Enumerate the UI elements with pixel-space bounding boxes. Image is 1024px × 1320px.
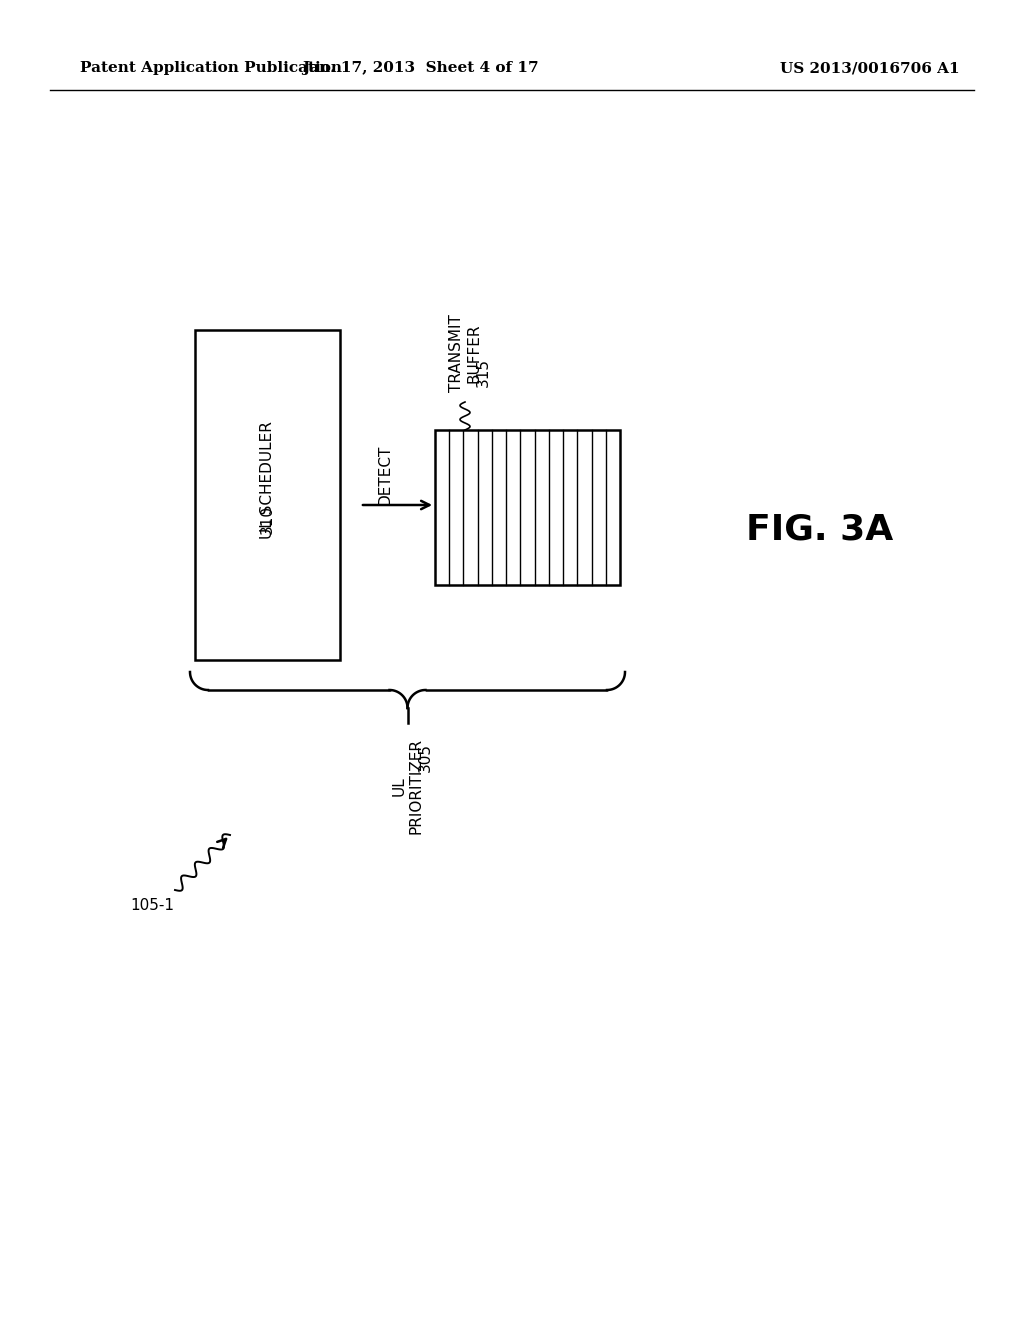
Text: DETECT: DETECT	[378, 445, 392, 506]
Text: Jan. 17, 2013  Sheet 4 of 17: Jan. 17, 2013 Sheet 4 of 17	[302, 61, 539, 75]
Text: TRANSMIT
BUFFER: TRANSMIT BUFFER	[449, 314, 481, 392]
Text: 310: 310	[260, 506, 275, 535]
Text: UL
PRIORITIZER: UL PRIORITIZER	[391, 738, 424, 834]
Text: UL SCHEDULER: UL SCHEDULER	[260, 421, 275, 539]
Text: FIG. 3A: FIG. 3A	[746, 513, 894, 546]
Text: Patent Application Publication: Patent Application Publication	[80, 61, 342, 75]
Bar	[195, 330, 340, 660]
Text: 315: 315	[475, 358, 490, 387]
Text: 305: 305	[418, 743, 433, 772]
Bar	[435, 430, 620, 585]
Text: 105-1: 105-1	[130, 898, 174, 912]
Text: US 2013/0016706 A1: US 2013/0016706 A1	[780, 61, 959, 75]
